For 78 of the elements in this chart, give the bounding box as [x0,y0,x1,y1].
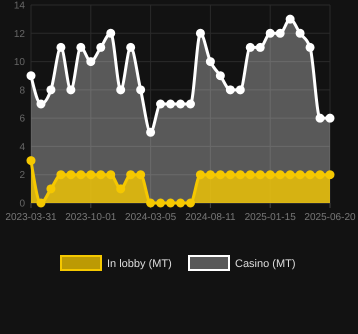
point [246,170,255,180]
point [36,100,46,108]
point [176,100,185,108]
y-tick-label: 6 [19,114,26,125]
y-tick-label: 10 [14,57,26,68]
y-tick-label: 0 [19,198,26,210]
point [306,170,315,180]
point [196,28,205,38]
point [316,114,325,123]
point [156,198,166,208]
x-tick-label: 2024-08-11 [185,212,236,223]
legend-label: In lobby (MT) [107,258,172,270]
point [266,170,275,180]
x-tick-label: 2023-03-31 [5,212,58,223]
point [86,170,96,180]
x-tick-label: 2025-01-15 [244,212,296,223]
point [86,57,96,66]
point [316,170,325,180]
point [116,184,126,194]
point [26,156,36,166]
point [136,170,146,180]
point [66,170,76,180]
point [106,170,116,180]
point [266,28,275,38]
point [326,170,334,180]
point [166,100,176,108]
point [276,28,285,38]
point [116,85,126,94]
point [206,57,215,66]
point [276,170,285,180]
legend-label: Casino (MT) [235,258,296,270]
point [76,42,86,52]
point [256,170,265,180]
point [236,85,245,94]
point [56,42,66,52]
y-tick-label: 2 [19,170,26,182]
point [96,170,106,180]
point [226,85,235,94]
y-tick-label: 12 [14,28,26,40]
point [286,170,295,180]
y-tick-label: 4 [19,142,26,153]
point [216,71,225,80]
point [126,170,136,180]
point [136,85,146,94]
point [176,198,185,208]
point [186,198,195,208]
point [126,42,136,52]
point [236,170,245,180]
point [96,42,106,52]
y-tick-label: 14 [14,0,26,12]
point [306,42,315,52]
point [46,85,56,94]
point [256,42,265,52]
point [106,28,116,38]
point [146,128,156,137]
point [46,184,56,194]
point [186,100,195,108]
point [146,198,156,208]
x-tick-label: 2024-03-05 [125,212,177,223]
point [226,170,235,180]
point [36,198,46,208]
point [156,100,166,108]
x-tick-label: 2025-06-20 [304,212,356,223]
point [286,14,295,24]
point [166,198,176,208]
point [246,42,255,52]
point [326,114,334,123]
x-tick-label: 2023-10-01 [65,212,117,223]
point [76,170,86,180]
point [206,170,215,180]
point [26,71,36,80]
point [296,28,305,38]
point [216,170,225,180]
point [196,170,205,180]
y-tick-label: 8 [19,85,26,96]
point [296,170,305,180]
point [66,85,76,94]
point [56,170,66,180]
